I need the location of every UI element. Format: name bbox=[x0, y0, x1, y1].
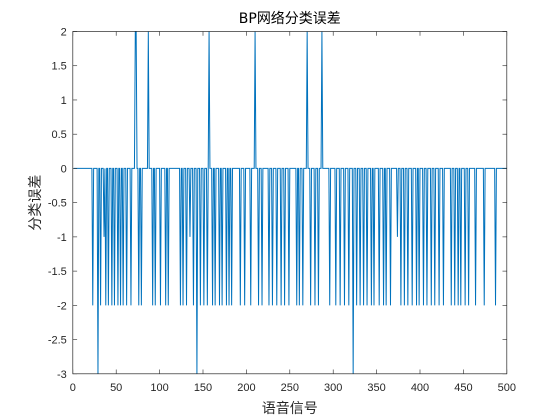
y-tick-label: -2 bbox=[57, 300, 67, 312]
series-line bbox=[73, 31, 507, 374]
x-tick-label: 300 bbox=[324, 382, 342, 394]
chart-title: BP网络分类误差 bbox=[239, 11, 341, 27]
y-tick-label: -2.5 bbox=[48, 335, 67, 347]
y-tick-label: -3 bbox=[57, 369, 67, 381]
y-axis: 2 1.5 1 0.5 0 -0.5 -1 -1.5 -2 -2.5 -3 bbox=[48, 27, 507, 381]
y-tick-label: -1 bbox=[57, 232, 67, 244]
x-axis-label: 语音信号 bbox=[262, 400, 318, 417]
y-tick-label: 1.5 bbox=[52, 61, 67, 73]
y-axis-label: 分类误差 bbox=[28, 175, 44, 231]
x-tick-label: 100 bbox=[150, 382, 168, 394]
x-tick-label: 350 bbox=[367, 382, 385, 394]
y-tick-label: 1 bbox=[61, 95, 67, 107]
x-tick-label: 400 bbox=[411, 382, 429, 394]
y-tick-label: 2 bbox=[61, 27, 67, 39]
y-tick-label: 0.5 bbox=[52, 129, 67, 141]
y-tick-label: -0.5 bbox=[48, 198, 67, 210]
x-tick-label: 200 bbox=[237, 382, 255, 394]
x-axis: 0 50 100 150 200 250 300 350 400 450 500 bbox=[70, 31, 516, 394]
x-tick-label: 50 bbox=[110, 382, 122, 394]
x-tick-label: 250 bbox=[281, 382, 299, 394]
x-tick-label: 450 bbox=[454, 382, 472, 394]
x-tick-label: 0 bbox=[70, 382, 76, 394]
x-tick-label: 500 bbox=[498, 382, 516, 394]
y-tick-label: -1.5 bbox=[48, 266, 67, 278]
y-tick-label: 0 bbox=[61, 163, 67, 175]
x-tick-label: 150 bbox=[194, 382, 212, 394]
